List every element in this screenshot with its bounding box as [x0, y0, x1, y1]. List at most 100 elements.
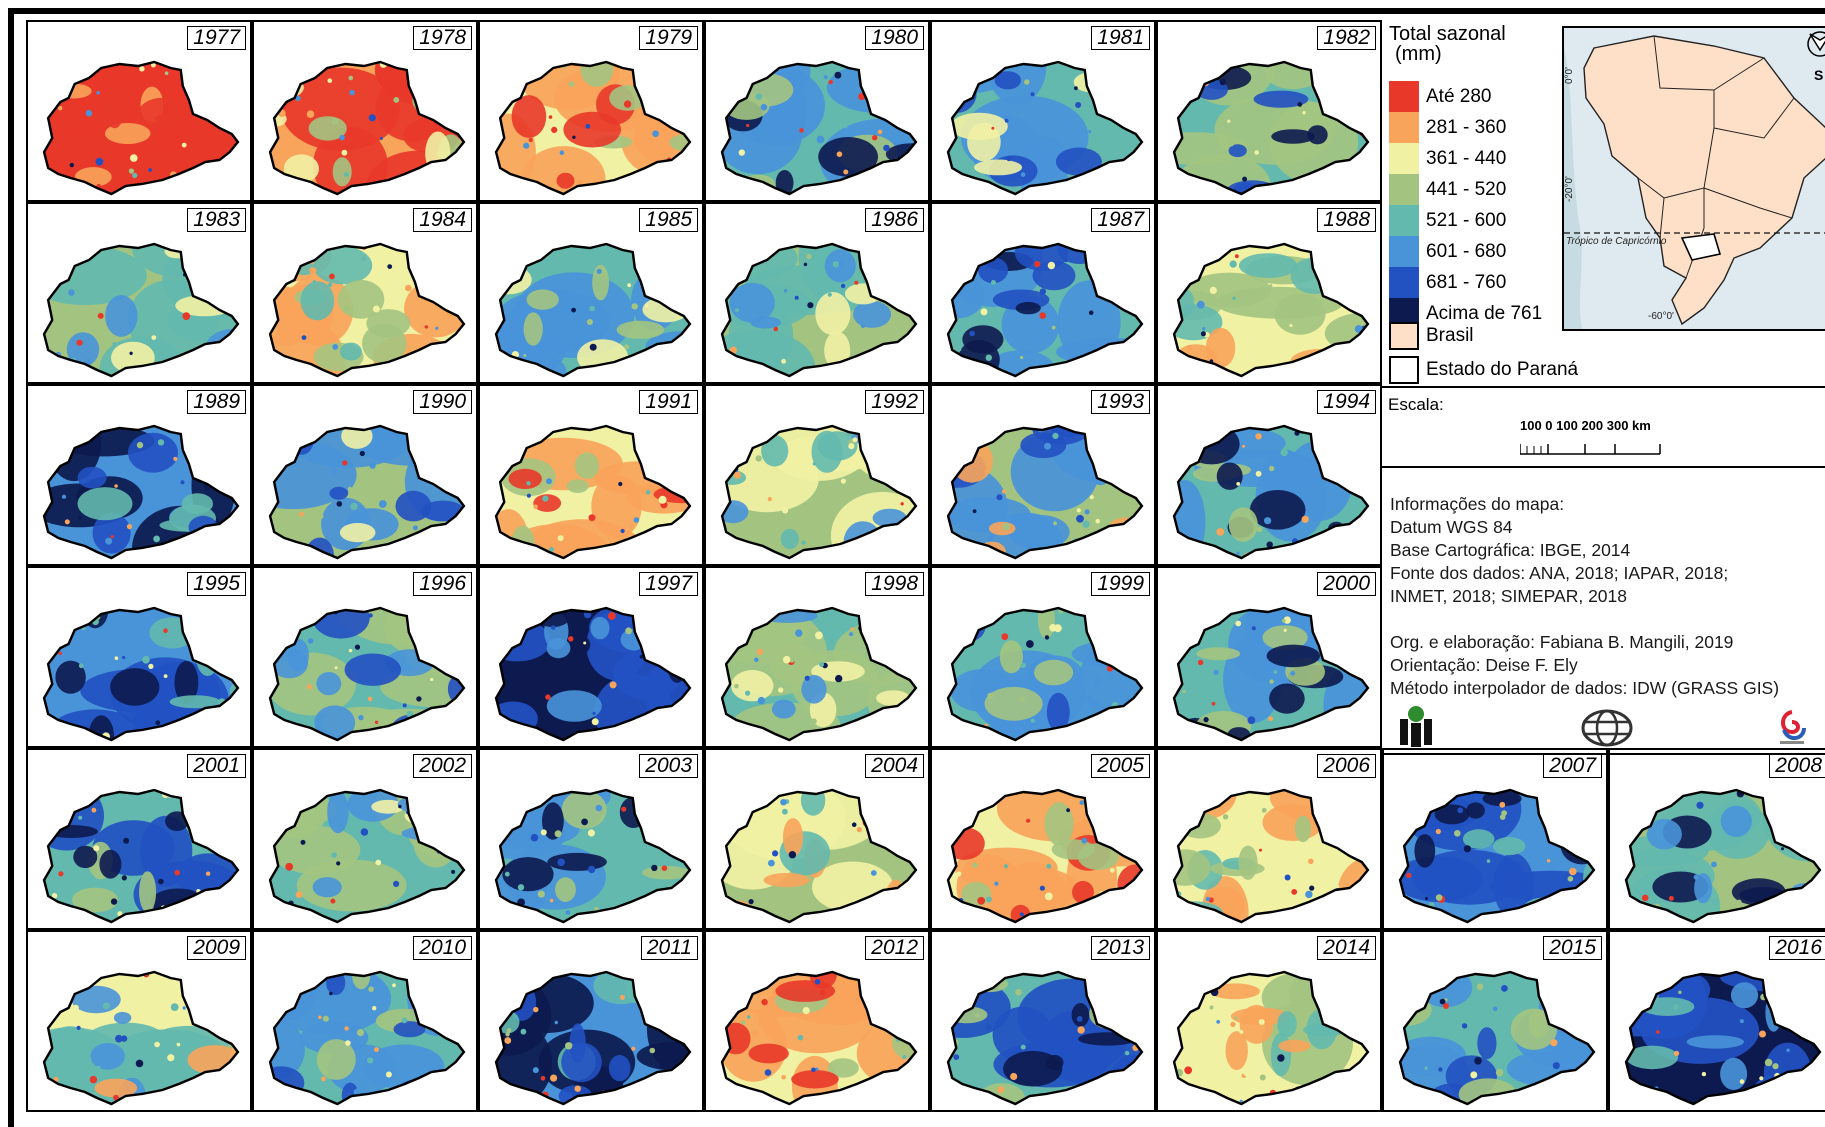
year-label: 2008 [1769, 754, 1825, 778]
year-label: 1996 [413, 572, 472, 596]
legend-swatch [1389, 143, 1419, 174]
parana-map [494, 970, 692, 1106]
parana-map [1172, 242, 1370, 378]
year-label: 1994 [1317, 390, 1376, 414]
year-map-panel: 2016 [1608, 930, 1825, 1112]
year-map-panel: 1991 [478, 384, 704, 566]
info-line: INMET, 2018; SIMEPAR, 2018 [1390, 586, 1628, 606]
divider-1 [1382, 386, 1825, 388]
year-map-panel: 1981 [930, 20, 1156, 202]
year-label: 1979 [639, 26, 698, 50]
year-map-panel: 1993 [930, 384, 1156, 566]
info-line: Base Cartográfica: IBGE, 2014 [1390, 540, 1631, 560]
scale-title: Escala: [1388, 395, 1444, 414]
parana-map [1624, 970, 1822, 1106]
year-map-panel: 1985 [478, 202, 704, 384]
info-line: Fonte dos dados: ANA, 2018; IAPAR, 2018; [1390, 563, 1729, 583]
scale-bar [1520, 444, 1661, 455]
info-line: Orientação: Deise F. Ely [1390, 655, 1578, 675]
parana-map [946, 424, 1144, 560]
year-label: 1986 [865, 208, 924, 232]
parana-map [720, 788, 918, 924]
scale-numbers: 100 0 100 200 300 km [1520, 418, 1651, 433]
year-label: 2004 [865, 754, 924, 778]
parana-map [1172, 60, 1370, 196]
year-label: 2006 [1317, 754, 1376, 778]
parana-map [42, 788, 240, 924]
parana-map [494, 424, 692, 560]
parana-swatch [1389, 355, 1419, 384]
parana-map [946, 970, 1144, 1106]
legend-parana: Estado do Paraná [1389, 354, 1578, 385]
year-map-panel: 2014 [1156, 930, 1382, 1112]
info-line: Datum WGS 84 [1390, 517, 1513, 537]
legend-class-row: 521 - 600 [1389, 205, 1506, 236]
legend-class-label: 361 - 440 [1426, 147, 1507, 169]
parana-map [720, 970, 918, 1106]
year-label: 2015 [1543, 936, 1602, 960]
parana-map [1172, 788, 1370, 924]
lat0-label: 0°0' [1564, 67, 1575, 84]
year-label: 1988 [1317, 208, 1376, 232]
year-map-panel: 2006 [1156, 748, 1382, 930]
year-map-panel: 2015 [1382, 930, 1608, 1112]
year-map-panel: 2000 [1156, 566, 1382, 748]
year-label: 1990 [413, 390, 472, 414]
legend-swatch [1389, 236, 1419, 267]
parana-label: Estado do Paraná [1426, 358, 1579, 380]
year-map-panel: 2005 [930, 748, 1156, 930]
parana-map [268, 970, 466, 1106]
year-label: 2011 [640, 936, 698, 960]
parana-map [268, 242, 466, 378]
legend-class-label: 601 - 680 [1426, 240, 1507, 262]
legend-class-row: 281 - 360 [1389, 112, 1506, 143]
info-line: Método interpolador de dados: IDW (GRASS… [1390, 678, 1780, 698]
legend-swatch [1389, 174, 1419, 205]
legend-class-label: Acima de 761 [1426, 302, 1543, 324]
year-label: 2001 [187, 754, 246, 778]
parana-map [1172, 424, 1370, 560]
parana-map [494, 788, 692, 924]
legend-class-row: 601 - 680 [1389, 236, 1506, 267]
year-label: 1985 [639, 208, 698, 232]
legend-class-label: 681 - 760 [1426, 271, 1507, 293]
year-label: 2007 [1543, 754, 1602, 778]
year-label: 1978 [413, 26, 472, 50]
legend-class-row: 361 - 440 [1389, 143, 1506, 174]
year-label: 1999 [1091, 572, 1150, 596]
legend-brasil: Brasil [1389, 320, 1474, 351]
year-map-panel: 2008 [1608, 748, 1825, 930]
parana-map [720, 60, 918, 196]
year-label: 1981 [1091, 26, 1150, 50]
year-map-panel: 1997 [478, 566, 704, 748]
parana-map [268, 788, 466, 924]
year-map-panel: 1988 [1156, 202, 1382, 384]
map-frame [8, 8, 1825, 1127]
brasil-swatch [1389, 321, 1419, 350]
year-map-panel: 1998 [704, 566, 930, 748]
year-map-panel: 2010 [252, 930, 478, 1112]
parana-map [494, 60, 692, 196]
year-map-panel: 1980 [704, 20, 930, 202]
lon60-label: -60°0' [1648, 311, 1674, 322]
divider-3 [1382, 753, 1825, 755]
year-label: 1980 [865, 26, 924, 50]
legend-class-label: 521 - 600 [1426, 209, 1507, 231]
parana-map [946, 60, 1144, 196]
parana-map [720, 424, 918, 560]
parana-map [946, 788, 1144, 924]
year-map-panel: 1990 [252, 384, 478, 566]
year-label: 1997 [639, 572, 698, 596]
lab-logo-icon [1780, 710, 1806, 744]
year-map-panel: 1983 [26, 202, 252, 384]
parana-map [720, 242, 918, 378]
year-label: 2002 [413, 754, 472, 778]
north-arrow-icon: S [1807, 31, 1825, 83]
globe-logo-icon [1581, 709, 1633, 747]
legend-class-label: 281 - 360 [1426, 116, 1507, 138]
legend-class-label: Até 280 [1426, 85, 1492, 107]
parana-map [946, 606, 1144, 742]
parana-map [42, 60, 240, 196]
parana-map [268, 60, 466, 196]
